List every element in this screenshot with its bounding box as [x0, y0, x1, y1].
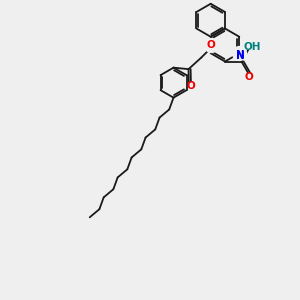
- Text: OH: OH: [243, 41, 261, 52]
- Text: N: N: [236, 50, 244, 60]
- Text: O: O: [244, 72, 253, 82]
- Text: O: O: [187, 81, 195, 91]
- Text: N: N: [236, 51, 244, 61]
- Text: O: O: [206, 40, 215, 50]
